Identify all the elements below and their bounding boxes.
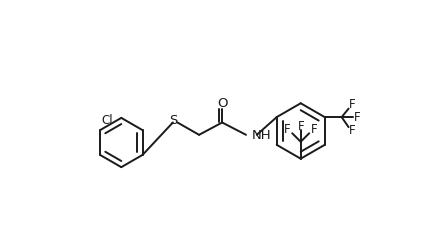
Text: O: O bbox=[217, 97, 227, 110]
Text: F: F bbox=[354, 111, 360, 124]
Text: F: F bbox=[311, 123, 318, 136]
Text: F: F bbox=[283, 123, 290, 136]
Text: S: S bbox=[169, 114, 177, 128]
Text: F: F bbox=[349, 98, 356, 111]
Text: F: F bbox=[297, 120, 304, 133]
Text: Cl: Cl bbox=[102, 114, 113, 128]
Text: NH: NH bbox=[251, 129, 271, 142]
Text: F: F bbox=[349, 124, 356, 138]
